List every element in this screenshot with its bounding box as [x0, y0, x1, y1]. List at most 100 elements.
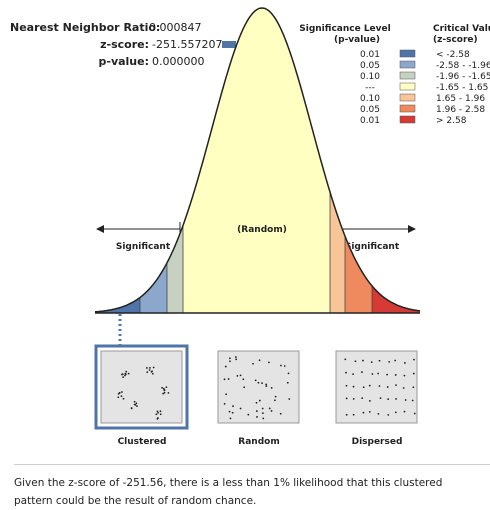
point	[224, 403, 226, 405]
point	[288, 372, 290, 374]
legend-z: 1.96 - 2.58	[436, 105, 485, 115]
point	[387, 398, 389, 400]
legend-p: 0.01	[360, 116, 380, 126]
point	[371, 373, 373, 375]
legend-z: -2.58 - -1.96	[436, 61, 490, 71]
point	[229, 360, 231, 362]
stat-label: z-score:	[100, 38, 149, 51]
point	[386, 374, 388, 376]
point	[118, 393, 120, 395]
legend-swatch	[400, 94, 415, 101]
point	[256, 402, 258, 404]
point	[243, 386, 245, 388]
point	[128, 373, 130, 375]
point	[353, 414, 355, 416]
point	[163, 388, 165, 390]
stat-value: 0.000847	[149, 21, 202, 34]
point	[165, 386, 167, 388]
point	[136, 405, 138, 407]
point	[259, 359, 261, 361]
point	[271, 410, 273, 412]
point	[149, 369, 151, 371]
point	[346, 398, 348, 400]
point	[412, 386, 414, 388]
legend-p: 0.05	[360, 61, 380, 71]
arrow-head	[408, 225, 416, 233]
point	[344, 358, 346, 360]
legend-z: > 2.58	[436, 116, 467, 126]
point	[369, 400, 371, 402]
pattern-label: Clustered	[118, 437, 167, 447]
point	[161, 387, 163, 389]
random-label: (Random)	[237, 225, 287, 235]
point	[160, 410, 162, 412]
point	[405, 399, 407, 401]
significant-label: Significant	[345, 242, 400, 252]
point	[288, 398, 290, 400]
point	[268, 361, 270, 363]
point	[134, 404, 136, 406]
stat-value: 0.000000	[152, 55, 205, 68]
curve-region	[167, 226, 183, 314]
point	[387, 386, 389, 388]
point	[361, 397, 363, 399]
legend-z: 1.65 - 1.96	[436, 94, 485, 104]
pattern-panel	[101, 351, 182, 423]
legend-header: (p-value)	[334, 35, 380, 45]
point	[280, 365, 282, 367]
point	[345, 372, 347, 374]
legend-p: ---	[365, 83, 375, 93]
point	[160, 413, 162, 415]
point	[228, 378, 230, 380]
legend-swatch	[400, 72, 415, 79]
point	[252, 363, 254, 365]
legend-p: 0.10	[360, 94, 380, 104]
point	[237, 375, 239, 377]
point	[232, 405, 234, 407]
point	[125, 371, 127, 373]
point	[395, 384, 397, 386]
point	[369, 385, 371, 387]
legend-swatch	[400, 50, 415, 57]
point	[232, 412, 234, 414]
point	[117, 396, 119, 398]
point	[235, 356, 237, 358]
point	[388, 361, 390, 363]
legend-header: Critical Value	[433, 24, 490, 34]
legend-swatch	[400, 83, 415, 90]
point	[259, 400, 261, 402]
point	[363, 386, 365, 388]
point	[284, 365, 286, 367]
point	[123, 398, 125, 400]
point	[157, 412, 159, 414]
curve-region	[372, 286, 420, 313]
legend-z: < -2.58	[436, 50, 470, 60]
point	[155, 413, 157, 415]
point	[380, 397, 382, 399]
point	[413, 359, 415, 361]
point	[121, 395, 123, 397]
point	[225, 366, 227, 368]
pattern-label: Random	[238, 437, 279, 447]
point	[377, 373, 379, 375]
legend-p: 0.05	[360, 105, 380, 115]
separator	[14, 464, 490, 465]
arrow-head	[96, 225, 104, 233]
point	[413, 373, 415, 375]
report: Nearest Neighbor Ratio: 0.000847 z-score…	[0, 0, 490, 510]
legend-header: Significance Level	[299, 24, 390, 34]
point	[235, 358, 237, 360]
point	[403, 387, 405, 389]
point	[271, 387, 273, 389]
legend-swatch	[400, 116, 415, 123]
point	[229, 411, 231, 413]
point	[353, 386, 355, 388]
point	[395, 374, 397, 376]
point	[387, 414, 389, 416]
point	[122, 373, 124, 375]
point	[414, 413, 416, 415]
point	[134, 401, 136, 403]
point	[265, 385, 267, 387]
point	[274, 399, 276, 401]
point	[258, 382, 260, 384]
